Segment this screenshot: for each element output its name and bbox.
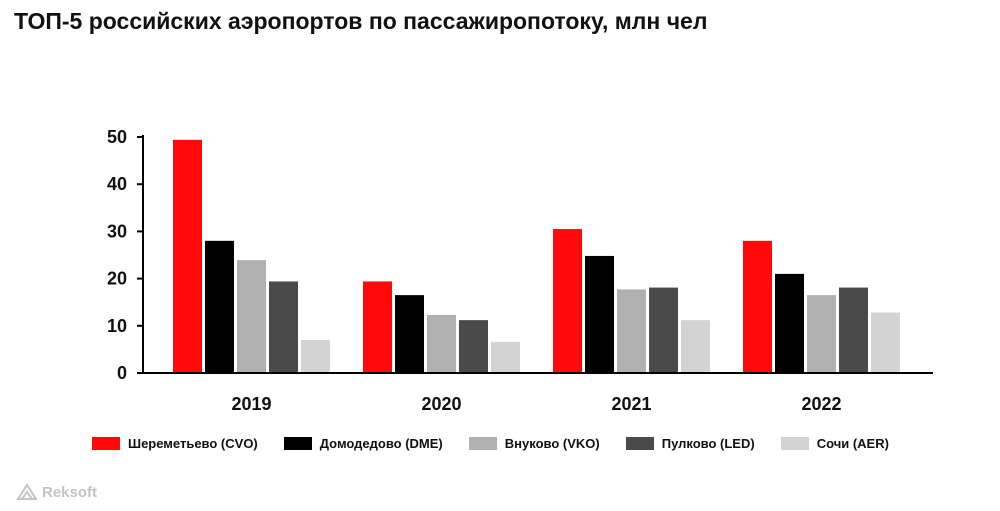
bar bbox=[173, 139, 202, 373]
legend-label: Пулково (LED) bbox=[661, 436, 755, 451]
bar bbox=[775, 273, 804, 373]
legend-item: Шереметьево (CVO) bbox=[92, 436, 258, 451]
bar bbox=[617, 289, 646, 373]
y-tick-label: 50 bbox=[107, 127, 127, 147]
y-tick-label: 30 bbox=[107, 221, 127, 241]
legend-swatch bbox=[780, 437, 809, 450]
legend-swatch bbox=[468, 437, 497, 450]
bar bbox=[871, 312, 900, 373]
legend-label: Внуково (VKO) bbox=[504, 436, 600, 451]
bar bbox=[807, 295, 836, 373]
bar bbox=[363, 281, 392, 373]
legend-item: Пулково (LED) bbox=[625, 436, 755, 451]
bar bbox=[237, 260, 266, 373]
bar bbox=[205, 240, 234, 373]
legend-item: Внуково (VKO) bbox=[468, 436, 600, 451]
bar-chart: 2019 2020 2021 2022 0 10 20 30 40 50 bbox=[107, 127, 933, 414]
legend-swatch bbox=[92, 437, 120, 450]
bar bbox=[269, 281, 298, 373]
bar bbox=[427, 314, 456, 373]
logo-text: Reksoft bbox=[42, 483, 98, 501]
x-tick-label: 2020 bbox=[421, 394, 461, 414]
x-tick-label: 2019 bbox=[231, 394, 271, 414]
chart-legend: Шереметьево (CVO) Домодедово (DME) Внуково… bbox=[92, 436, 915, 451]
legend-item: Домодедово (DME) bbox=[283, 436, 443, 451]
legend-swatch bbox=[625, 437, 654, 450]
y-tick-label: 40 bbox=[107, 174, 127, 194]
bar bbox=[491, 341, 520, 373]
bar bbox=[301, 339, 330, 373]
bar bbox=[839, 287, 868, 373]
reksoft-logo-icon bbox=[16, 483, 38, 500]
legend-item: Сочи (AER) bbox=[780, 436, 889, 451]
bar bbox=[681, 320, 710, 373]
x-tick-label: 2022 bbox=[801, 394, 841, 414]
bar bbox=[585, 255, 614, 373]
bar bbox=[459, 320, 488, 373]
bar bbox=[553, 229, 582, 373]
y-tick-label: 10 bbox=[107, 316, 127, 336]
legend-label: Домодедово (DME) bbox=[319, 436, 443, 451]
chart-title: ТОП-5 российских аэропортов по пассажиро… bbox=[14, 8, 708, 34]
x-tick-label: 2021 bbox=[611, 394, 651, 414]
reksoft-logo: Reksoft bbox=[16, 483, 97, 501]
y-tick-label: 0 bbox=[117, 363, 127, 383]
bar bbox=[395, 295, 424, 373]
legend-label: Шереметьево (CVO) bbox=[128, 436, 258, 451]
legend-swatch bbox=[283, 437, 312, 450]
bar bbox=[649, 287, 678, 373]
bar bbox=[743, 240, 772, 373]
y-tick-label: 20 bbox=[107, 269, 127, 289]
legend-label: Сочи (AER) bbox=[816, 436, 889, 451]
